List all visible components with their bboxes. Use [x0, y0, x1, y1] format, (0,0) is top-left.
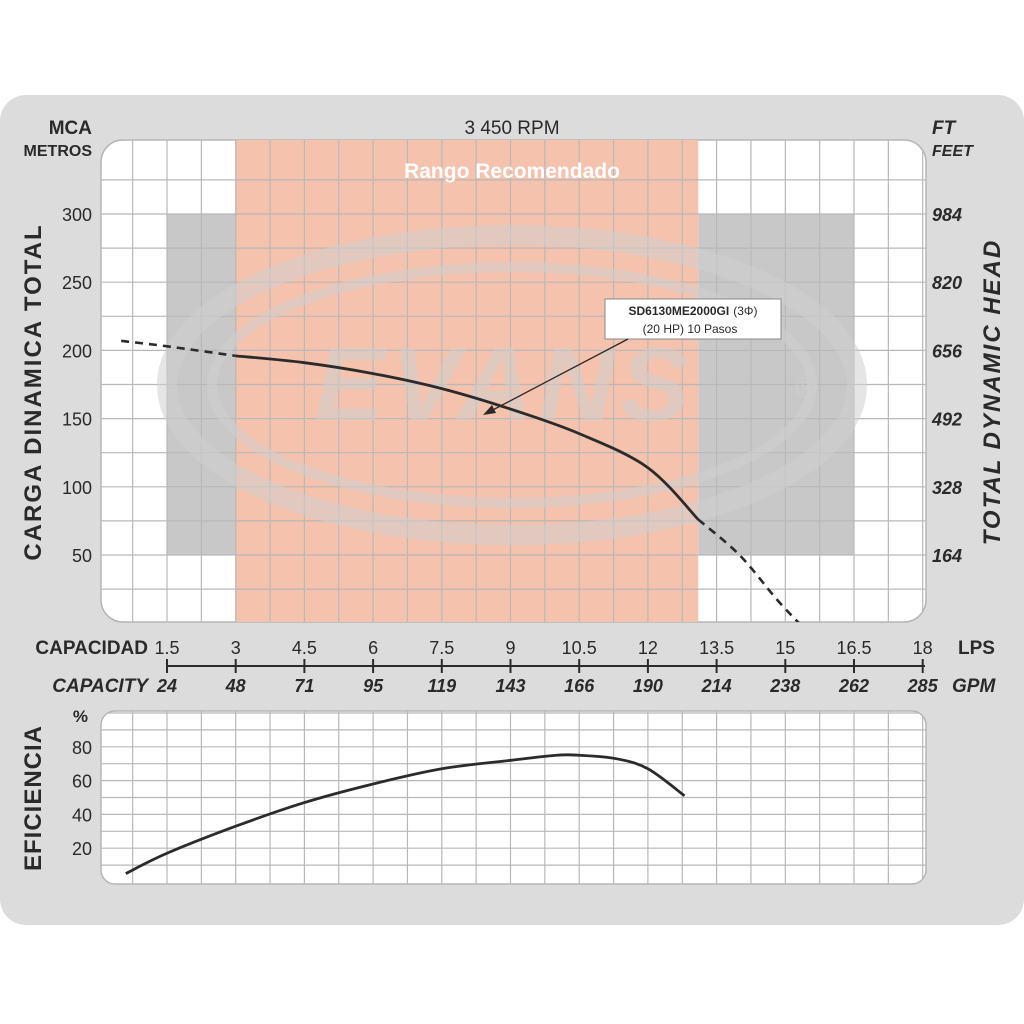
unit-feet: FEET [932, 143, 974, 160]
lps-tick-label: 15 [775, 638, 795, 658]
gpm-tick-label: 24 [156, 676, 177, 696]
gpm-tick-label: 285 [907, 676, 939, 696]
unit-mca: MCA [49, 118, 93, 139]
watermark-ellipse-outer [157, 225, 867, 545]
watermark-text: EVANS [315, 327, 696, 443]
lps-tick-label: 3 [231, 638, 241, 658]
gpm-tick-label: 95 [363, 676, 384, 696]
lps-tick-label: 1.5 [154, 638, 179, 658]
model-annotation: SD6130ME2000GI (3Φ) (20 HP) 10 Pasos [483, 298, 782, 415]
lps-tick-label: 16.5 [836, 638, 871, 658]
feet-tick-label: 492 [931, 410, 962, 430]
recommended-range-label: Rango Recomendado [404, 160, 620, 183]
lps-tick-label: 6 [368, 638, 378, 658]
head-curve-dashed-right [697, 518, 800, 622]
feet-tick-label: 656 [932, 341, 963, 361]
unit-metros: METROS [24, 143, 93, 160]
gpm-tick-label: 119 [427, 676, 456, 696]
head-tick-label: 50 [72, 546, 92, 566]
annotation-phase: (3Φ) [733, 304, 757, 318]
head-tick-label: 100 [62, 478, 92, 498]
lps-unit-label: LPS [958, 638, 995, 659]
efficiency-tick-label: 60 [72, 772, 92, 792]
gpm-tick-label: 71 [294, 676, 314, 696]
gpm-tick-label: 143 [495, 676, 525, 696]
lps-tick-label: 10.5 [562, 638, 597, 658]
efficiency-tick-label: 40 [72, 805, 92, 825]
head-curve-dashed-left [121, 339, 236, 358]
annotation-model: SD6130ME2000GI [629, 304, 730, 318]
rpm-title: 3 450 RPM [464, 118, 559, 139]
unit-ft: FT [932, 118, 957, 139]
lps-tick-label: 18 [913, 638, 933, 658]
gpm-tick-label: 190 [633, 676, 663, 696]
head-tick-label: 300 [62, 205, 92, 225]
feet-tick-label: 328 [932, 478, 962, 498]
left-axis-title: CARGA DINAMICA TOTAL [20, 223, 47, 560]
gpm-tick-label: 262 [838, 676, 869, 696]
feet-tick-label: 984 [932, 205, 962, 225]
head-curve-solid [235, 354, 700, 521]
gpm-tick-label: 166 [564, 676, 595, 696]
annotation-line2: (20 HP) 10 Pasos [643, 322, 738, 336]
gpm-unit-label: GPM [952, 676, 996, 697]
right-axis-title: TOTAL DYNAMIC HEAD [979, 239, 1006, 546]
lps-tick-label: 9 [505, 638, 515, 658]
capacity-en-label: CAPACITY [52, 676, 150, 697]
gpm-tick-label: 214 [701, 676, 732, 696]
percent-label: % [73, 707, 88, 726]
annotation-line1: SD6130ME2000GI (3Φ) [629, 304, 758, 318]
gpm-tick-label: 238 [769, 676, 800, 696]
annotation-box [604, 298, 782, 340]
watermark-registered: ® [795, 372, 817, 405]
efficiency-tick-label: 20 [72, 839, 92, 859]
feet-tick-label: 820 [932, 273, 962, 293]
annotation-arrow [486, 338, 629, 414]
efficiency-tick-label: 80 [72, 738, 92, 758]
feet-tick-label: 164 [932, 546, 962, 566]
efficiency-curve [125, 753, 686, 875]
gpm-tick-label: 48 [225, 676, 246, 696]
watermark-ellipse-inner [207, 262, 817, 508]
capacity-es-label: CAPACIDAD [35, 638, 148, 659]
lps-tick-label: 13.5 [699, 638, 734, 658]
head-tick-label: 150 [62, 410, 92, 430]
head-tick-label: 250 [62, 273, 92, 293]
lps-tick-label: 12 [638, 638, 658, 658]
evans-watermark: EVANS ® [157, 225, 867, 545]
head-tick-label: 200 [62, 341, 92, 361]
efficiency-axis-title: EFICIENCIA [20, 725, 47, 871]
lps-tick-label: 7.5 [429, 638, 454, 658]
lps-tick-label: 4.5 [292, 638, 317, 658]
annotation-arrowhead [483, 405, 496, 415]
